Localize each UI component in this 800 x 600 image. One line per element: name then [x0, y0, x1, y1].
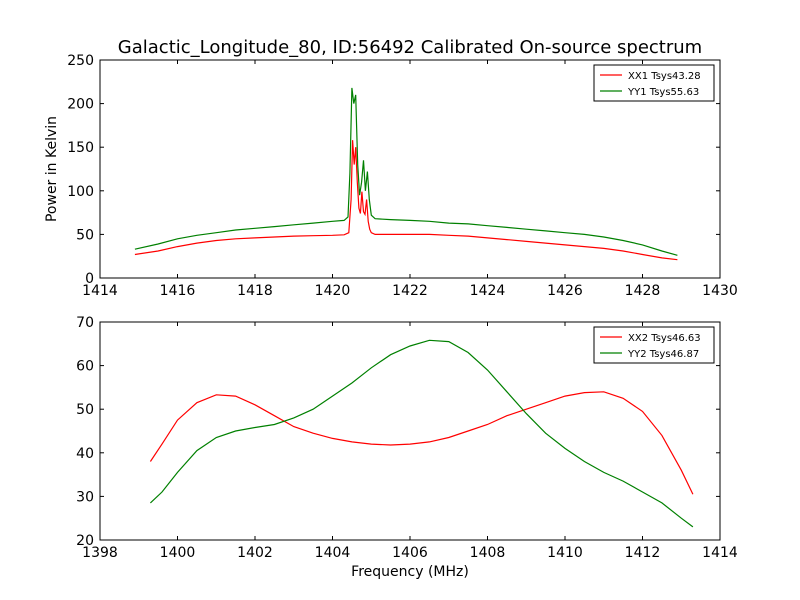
y-tick-label: 150: [67, 140, 94, 156]
y-tick-label: 70: [76, 315, 94, 331]
legend: XX1 Tsys43.28 YY1 Tsys55.63: [593, 64, 715, 102]
chart-title: Galactic_Longitude_80, ID:56492 Calibrat…: [118, 37, 702, 58]
x-tick-label: 1400: [160, 545, 196, 561]
legend-label: YY1 Tsys55.63: [627, 87, 699, 98]
y-tick-label: 200: [67, 97, 94, 113]
legend-label: XX2 Tsys46.63: [628, 333, 701, 344]
x-tick-label: 1424: [470, 283, 506, 299]
series-line-1-0: [149, 391, 694, 495]
x-tick-label: 1416: [160, 283, 196, 299]
x-tick-label: 1414: [702, 545, 738, 561]
x-tick-label: 1412: [625, 545, 661, 561]
series-line-0-0: [134, 140, 678, 261]
top-plot: 1414 1416 1418 1420 1422 1424 1426 1428 1430 0 50 1…: [44, 53, 738, 299]
y-tick-label: 20: [76, 533, 94, 549]
y-tick-label: 250: [67, 53, 94, 69]
y-tick-label: 60: [76, 359, 94, 375]
series-line-0-1: [134, 87, 678, 256]
y-tick-label: 50: [76, 402, 94, 418]
x-axis-label: Frequency (MHz): [351, 564, 469, 580]
y-tick-label: 50: [76, 227, 94, 243]
series-line-1-1: [149, 339, 694, 528]
legend-label: XX1 Tsys43.28: [628, 71, 701, 82]
x-tick-label: 1428: [625, 283, 661, 299]
bottom-plot: 1398 1400 1402 1404 1406 1408 1410 1412 1414 20 30…: [76, 315, 738, 580]
x-tick-label: 1410: [547, 545, 583, 561]
x-tick-label: 1430: [702, 283, 738, 299]
y-tick-label: 40: [76, 446, 94, 462]
x-tick-label: 1414: [82, 283, 118, 299]
legend: XX2 Tsys46.63 YY2 Tsys46.87: [593, 326, 715, 364]
x-tick-label: 1408: [470, 545, 506, 561]
x-tick-label: 1420: [315, 283, 351, 299]
y-tick-label: 30: [76, 489, 94, 505]
x-tick-label: 1402: [237, 545, 273, 561]
x-tick-label: 1426: [547, 283, 583, 299]
x-tick-label: 1398: [82, 545, 118, 561]
legend-label: YY2 Tsys46.87: [627, 349, 699, 360]
legend-box: [593, 326, 715, 364]
x-tick-label: 1406: [392, 545, 428, 561]
y-tick-label: 0: [85, 271, 94, 287]
legend-box: [593, 64, 715, 102]
y-tick-label: 100: [67, 184, 94, 200]
x-tick-label: 1404: [315, 545, 351, 561]
x-tick-label: 1422: [392, 283, 428, 299]
x-tick-label: 1418: [237, 283, 273, 299]
y-axis-label: Power in Kelvin: [44, 116, 60, 222]
